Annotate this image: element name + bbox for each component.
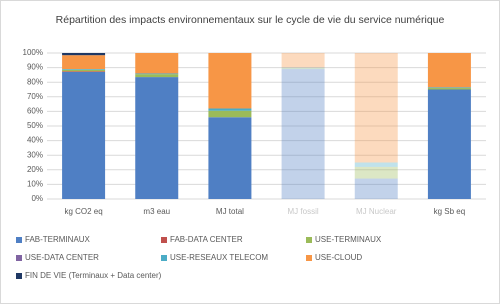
- x-tick-label: MJ fossil: [288, 207, 319, 216]
- y-tick-label: 20%: [27, 165, 43, 174]
- y-tick-label: 90%: [27, 63, 43, 72]
- y-tick-label: 50%: [27, 121, 43, 130]
- y-tick-label: 0%: [31, 194, 43, 203]
- bar-segment: [281, 68, 325, 70]
- legend-label: USE-TERMINAUX: [315, 235, 382, 244]
- bar-segment: [427, 87, 471, 89]
- legend-swatch: [16, 273, 22, 279]
- bar-segment: [62, 69, 106, 72]
- x-tick-label: kg Sb eq: [434, 207, 466, 216]
- legend-label: USE-CLOUD: [315, 253, 362, 262]
- y-tick-label: 100%: [23, 48, 43, 57]
- bar-segment: [135, 53, 179, 74]
- bar-segment: [135, 74, 179, 78]
- bar-segment: [354, 162, 398, 167]
- legend-swatch: [306, 237, 312, 243]
- bar-segment: [281, 67, 325, 69]
- legend-label: USE-DATA CENTER: [25, 253, 99, 262]
- bar-segment: [427, 89, 471, 199]
- legend-swatch: [306, 255, 312, 261]
- legend-label: USE-RESEAUX TELECOM: [170, 253, 268, 262]
- bar-segment: [208, 117, 252, 199]
- chart-title: Répartition des impacts environnementaux…: [56, 14, 445, 26]
- bar-segment: [354, 53, 398, 163]
- bar-segment: [427, 88, 471, 90]
- y-tick-label: 70%: [27, 92, 43, 101]
- bar-segment: [427, 53, 471, 88]
- bar-segment: [354, 178, 398, 199]
- bar-segment: [135, 77, 179, 199]
- legend-label: FIN DE VIE (Terminaux + Data center): [25, 271, 162, 280]
- y-tick-label: 80%: [27, 77, 43, 86]
- legend-swatch: [16, 255, 22, 261]
- bar-segment: [62, 71, 106, 199]
- legend-swatch: [161, 255, 167, 261]
- x-tick-label: MJ total: [216, 207, 244, 216]
- legend-label: FAB-DATA CENTER: [170, 235, 243, 244]
- legend-swatch: [16, 237, 22, 243]
- bar-segment: [62, 69, 106, 70]
- bar-segment: [62, 71, 106, 72]
- y-tick-label: 10%: [27, 180, 43, 189]
- legend-swatch: [161, 237, 167, 243]
- x-tick-label: MJ Nuclear: [356, 207, 397, 216]
- bar-segment: [62, 55, 106, 70]
- legend-label: FAB-TERMINAUX: [25, 235, 91, 244]
- bar-segment: [354, 166, 398, 179]
- x-tick-label: m3 eau: [143, 207, 170, 216]
- bar-segment: [281, 53, 325, 68]
- y-tick-label: 60%: [27, 107, 43, 116]
- bar-segment: [135, 73, 179, 75]
- x-tick-label: kg CO2 eq: [64, 207, 102, 216]
- y-tick-label: 40%: [27, 136, 43, 145]
- bar-segment: [281, 69, 325, 199]
- bar-segment: [208, 110, 252, 118]
- bar-segment: [208, 108, 252, 111]
- y-tick-label: 30%: [27, 150, 43, 159]
- bar-segment: [208, 53, 252, 109]
- bar-segment: [62, 53, 106, 56]
